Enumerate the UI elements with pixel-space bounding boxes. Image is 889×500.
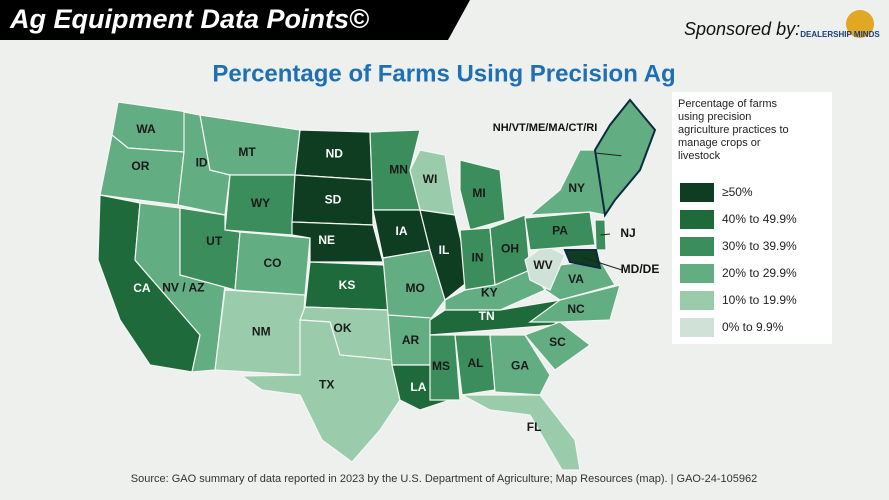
region-label: KY [481, 286, 498, 300]
region-label: ID [196, 156, 208, 170]
legend-title: Percentage of farms using precision agricu… [678, 98, 789, 162]
region-label: MI [472, 186, 485, 200]
state-region [240, 319, 401, 463]
sponsor-text: Sponsored by: [684, 19, 800, 39]
legend-swatch [680, 264, 714, 283]
legend-label: ≥50% [722, 185, 753, 199]
legend-swatch [680, 237, 714, 256]
region-label: KS [339, 278, 356, 292]
region-label: IL [439, 243, 450, 257]
map: WA OR CA NV / AZ ID MT WY UT CO NM ND SD NE KS OK TX MN I… [97, 98, 660, 471]
region-label: FL [527, 420, 542, 434]
region-label: WA [136, 122, 156, 136]
region-label: AL [468, 356, 484, 370]
state-region [461, 394, 581, 471]
region-label: CA [133, 281, 151, 295]
state-region [524, 211, 596, 251]
region-label: NM [252, 325, 271, 339]
region-label: TX [319, 378, 334, 392]
state-region [429, 334, 461, 401]
region-label: OH [501, 242, 519, 256]
region-label: MS [432, 359, 450, 373]
state-region [593, 98, 657, 218]
state-region [489, 334, 551, 396]
leader-line [600, 233, 611, 236]
region-label: NH/VT/ME/MA/CT/RI [493, 122, 598, 134]
state-region [459, 159, 506, 231]
region-label: IA [396, 224, 408, 238]
legend-swatch [680, 318, 714, 337]
region-label: TN [479, 309, 495, 323]
region-label: NV / AZ [162, 281, 204, 295]
region-label: SC [549, 335, 566, 349]
legend-swatch [680, 183, 714, 202]
leader-line [582, 257, 623, 271]
source-note: Source: GAO summary of data reported in … [131, 473, 757, 485]
state-region [563, 249, 602, 270]
region-label: CO [264, 256, 282, 270]
legend-label: 40% to 49.9% [722, 212, 797, 226]
state-region [528, 284, 621, 323]
region-label: AR [402, 333, 420, 347]
region-label: SD [325, 193, 342, 207]
state-region [409, 149, 456, 216]
region-label: WI [423, 172, 438, 186]
region-label: MT [238, 145, 256, 159]
region-label: IN [472, 250, 484, 264]
legend-label: 10% to 19.9% [722, 293, 797, 307]
legend-label: 0% to 9.9% [722, 320, 784, 334]
legend-swatch [680, 291, 714, 310]
logo-text: DEALERSHIP MINDS [800, 30, 880, 39]
region-label: OK [334, 321, 352, 335]
header-title: Ag Equipment Data Points© [9, 4, 369, 34]
region-label: NE [318, 233, 335, 247]
legend-label: 20% to 29.9% [722, 266, 797, 280]
state-region [523, 321, 592, 371]
region-label: GA [511, 359, 529, 373]
region-label: NJ [620, 226, 635, 240]
header-bar [0, 0, 470, 40]
state-region [382, 249, 446, 321]
region-label: LA [410, 380, 426, 394]
region-label: ND [326, 146, 344, 160]
map-title: Percentage of Farms Using Precision Ag [212, 60, 675, 87]
region-label: MO [406, 281, 425, 295]
region-label: PA [552, 223, 568, 237]
leader-line [594, 152, 622, 157]
region-label: OR [131, 159, 149, 173]
region-label: NY [568, 181, 585, 195]
region-label: VA [568, 272, 584, 286]
region-label: WY [251, 196, 270, 210]
region-label: UT [206, 234, 223, 248]
region-label: NC [567, 302, 585, 316]
state-region [419, 209, 471, 302]
legend: Percentage of farms using precision agricu… [678, 98, 797, 337]
region-label: MN [389, 163, 408, 177]
region-label: MD/DE [621, 262, 660, 276]
region-label: WV [533, 258, 552, 272]
logo-icon [846, 10, 874, 38]
legend-label: 30% to 39.9% [722, 239, 797, 253]
legend-swatch [680, 210, 714, 229]
